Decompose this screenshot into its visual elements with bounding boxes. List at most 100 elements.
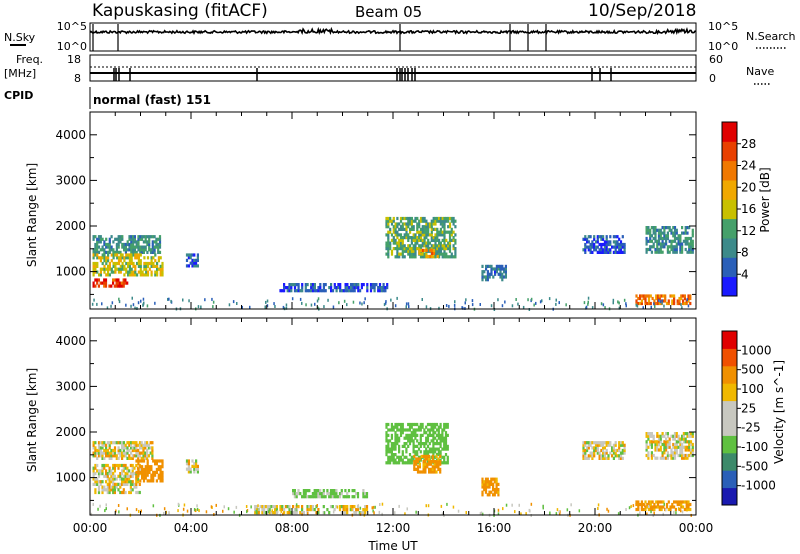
- heatmap-cell: [110, 480, 113, 484]
- heatmap-cell: [108, 267, 111, 271]
- heatmap-cell: [357, 286, 360, 290]
- heatmap-cell: [414, 422, 417, 427]
- heatmap-cell: [335, 489, 338, 493]
- heatmap-cell: [421, 248, 425, 252]
- ground-scatter-cell: [659, 300, 662, 304]
- heatmap-cell: [94, 253, 97, 257]
- heatmap-cell: [432, 227, 435, 231]
- heatmap-cell: [419, 252, 423, 256]
- heatmap-cell: [675, 432, 678, 436]
- heatmap-cell: [101, 441, 104, 445]
- heatmap-cell: [122, 278, 125, 282]
- heatmap-cell: [681, 242, 684, 246]
- heatmap-cell: [492, 482, 495, 486]
- heatmap-cell: [445, 247, 448, 251]
- heatmap-cell: [602, 454, 605, 458]
- heatmap-cell: [311, 495, 314, 499]
- power-colorbar-swatch: [722, 238, 737, 258]
- heatmap-cell: [405, 428, 408, 432]
- heatmap-cell: [131, 474, 134, 478]
- heatmap-cell: [131, 463, 134, 468]
- heatmap-cell: [405, 247, 408, 251]
- heatmap-cell: [399, 433, 403, 437]
- ground-scatter-cell: [211, 297, 213, 301]
- heatmap-cell: [146, 261, 150, 266]
- heatmap-cell: [96, 250, 99, 254]
- heatmap-cell: [448, 241, 452, 245]
- heatmap-cell: [443, 444, 446, 448]
- heatmap-cell: [649, 294, 652, 298]
- heatmap-cell: [292, 505, 295, 509]
- ground-scatter-cell: [511, 304, 514, 308]
- heatmap-cell: [432, 450, 435, 454]
- heatmap-cell: [405, 222, 408, 226]
- heatmap-cell: [161, 270, 164, 274]
- heatmap-cell: [146, 240, 149, 244]
- heatmap-cell: [591, 242, 594, 247]
- heatmap-cell: [618, 441, 621, 445]
- ground-scatter-cell: [374, 505, 376, 509]
- heatmap-cell: [644, 500, 647, 504]
- ground-scatter-cell: [132, 303, 135, 307]
- heatmap-cell: [405, 447, 408, 451]
- heatmap-cell: [157, 476, 160, 480]
- heatmap-cell: [681, 231, 684, 235]
- heatmap-cell: [584, 441, 587, 445]
- heatmap-cell: [399, 227, 403, 231]
- heatmap-cell: [596, 240, 599, 244]
- heatmap-cell: [419, 233, 423, 237]
- heatmap-cell: [110, 253, 113, 257]
- heatmap-cell: [410, 222, 413, 226]
- heatmap-cell: [448, 230, 452, 234]
- heatmap-cell: [313, 489, 316, 493]
- heatmap-cell: [124, 281, 127, 285]
- heatmap-cell: [398, 244, 401, 248]
- heatmap-cell: [665, 236, 668, 241]
- heatmap-cell: [329, 495, 333, 499]
- ground-scatter-cell: [646, 512, 648, 516]
- heatmap-cell: [407, 461, 410, 465]
- heatmap-cell: [344, 286, 347, 290]
- heatmap-cell: [308, 489, 311, 493]
- heatmap-cell: [662, 299, 665, 303]
- heatmap-cell: [290, 286, 293, 290]
- heatmap-cell: [155, 237, 158, 241]
- heatmap-cell: [434, 249, 437, 253]
- heatmap-cell: [651, 507, 654, 512]
- heatmap-cell: [329, 489, 333, 493]
- heatmap-cell: [418, 457, 421, 461]
- heatmap-cell: [387, 447, 390, 451]
- heatmap-cell: [438, 249, 441, 253]
- heatmap-cell: [293, 489, 296, 493]
- heatmap-cell: [650, 442, 653, 447]
- ground-scatter-cell: [555, 302, 557, 306]
- heatmap-cell: [684, 247, 687, 252]
- heatmap-cell: [432, 238, 435, 242]
- heatmap-cell: [423, 450, 426, 454]
- heatmap-cell: [410, 241, 413, 245]
- heatmap-cell: [414, 241, 417, 245]
- heatmap-cell: [107, 259, 110, 263]
- heatmap-cell: [385, 241, 388, 245]
- heatmap-cell: [390, 249, 394, 253]
- heatmap-cell: [394, 230, 397, 234]
- heatmap-cell: [431, 251, 434, 255]
- heatmap-cell: [133, 472, 136, 476]
- ytick-label: 1000: [55, 471, 86, 485]
- heatmap-cell: [387, 241, 390, 245]
- heatmap-cell: [452, 236, 455, 240]
- heatmap-cell: [187, 464, 190, 468]
- heatmap-cell: [304, 489, 307, 493]
- ground-scatter-cell: [404, 512, 406, 516]
- heatmap-cell: [437, 425, 440, 429]
- heatmap-cell: [117, 488, 120, 492]
- heatmap-cell: [426, 439, 430, 443]
- heatmap-cell: [94, 454, 97, 458]
- heatmap-cell: [649, 247, 652, 252]
- heatmap-cell: [486, 477, 489, 481]
- heatmap-cell: [106, 463, 109, 468]
- ground-scatter-cell: [118, 510, 120, 514]
- heatmap-cell: [135, 476, 138, 480]
- heatmap-cell: [433, 460, 436, 464]
- heatmap-cell: [394, 461, 397, 465]
